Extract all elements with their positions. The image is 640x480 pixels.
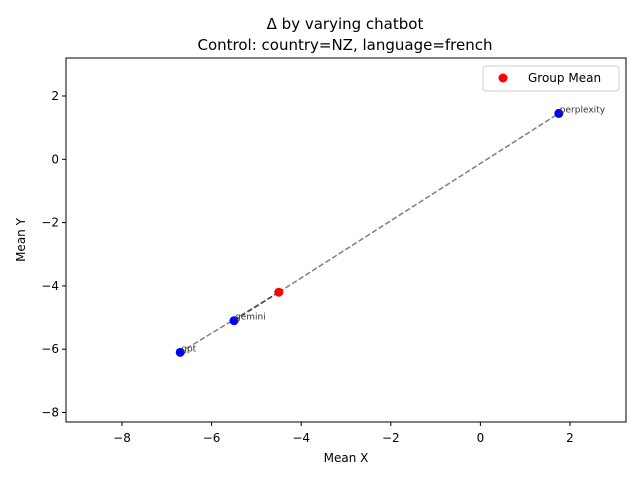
legend-box [482,65,620,92]
y-tick-label: 2 [51,89,59,103]
plot-area: gpt gemini perplexity [175,105,606,357]
legend-marker-group-mean [498,73,508,83]
point-label-gemini: gemini [235,313,266,323]
plot-frame [65,57,627,423]
x-tick-label: −2 [382,431,400,445]
y-tick-label: −8 [41,406,59,420]
data-point-gpt [175,347,185,357]
point-label-gpt: gpt [181,344,196,354]
y-tick-label: −4 [41,279,59,293]
y-tick-label: −2 [41,216,59,230]
x-tick-label: −8 [113,431,131,445]
x-tick-label: 0 [477,431,485,445]
x-tick-label: −6 [203,431,221,445]
y-axis-label: Mean Y [14,217,28,262]
data-point-group-mean [274,287,284,297]
connector-line-2 [278,112,560,293]
x-tick-label: −4 [292,431,310,445]
chart-subtitle: Control: country=NZ, language=french [197,36,492,54]
legend: Group Mean [482,65,620,92]
data-point-perplexity [554,108,564,118]
axes: −8 −6 −4 −2 0 2 −8 −6 −4 −2 0 2 [41,89,574,445]
point-label-perplexity: perplexity [560,105,606,115]
x-tick-label: 2 [566,431,574,445]
y-tick-label: −6 [41,342,59,356]
chart-title: Δ by varying chatbot [267,15,424,33]
legend-label-group-mean: Group Mean [528,71,601,85]
x-axis-label: Mean X [324,451,369,465]
connector-line-1 [233,291,280,322]
data-point-gemini [229,316,239,326]
y-tick-label: 0 [51,152,59,166]
